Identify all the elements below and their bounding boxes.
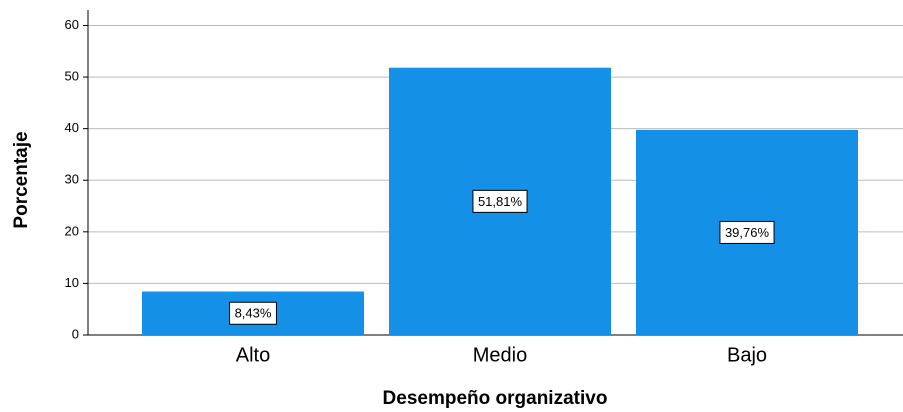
value-label-box [229, 301, 277, 325]
y-tick-label: 60 [65, 17, 79, 32]
value-label-box [719, 220, 775, 244]
y-tick-label: 10 [65, 275, 79, 290]
value-label: 39,76% [725, 225, 770, 240]
y-tick-label: 30 [65, 172, 79, 187]
value-label: 51,81% [478, 194, 523, 209]
y-tick-label: 0 [72, 326, 79, 341]
x-tick-label: Medio [473, 344, 527, 366]
y-tick-label: 50 [65, 69, 79, 84]
x-tick-label: Alto [236, 344, 270, 366]
x-tick-label: Bajo [727, 344, 767, 366]
y-tick-label: 40 [65, 120, 79, 135]
y-axis-title: Porcentaje [11, 131, 32, 228]
value-label: 8,43% [235, 306, 272, 321]
y-tick-label: 20 [65, 223, 79, 238]
value-label-box [472, 189, 528, 213]
x-axis-title: Desempeño organizativo [383, 388, 608, 409]
